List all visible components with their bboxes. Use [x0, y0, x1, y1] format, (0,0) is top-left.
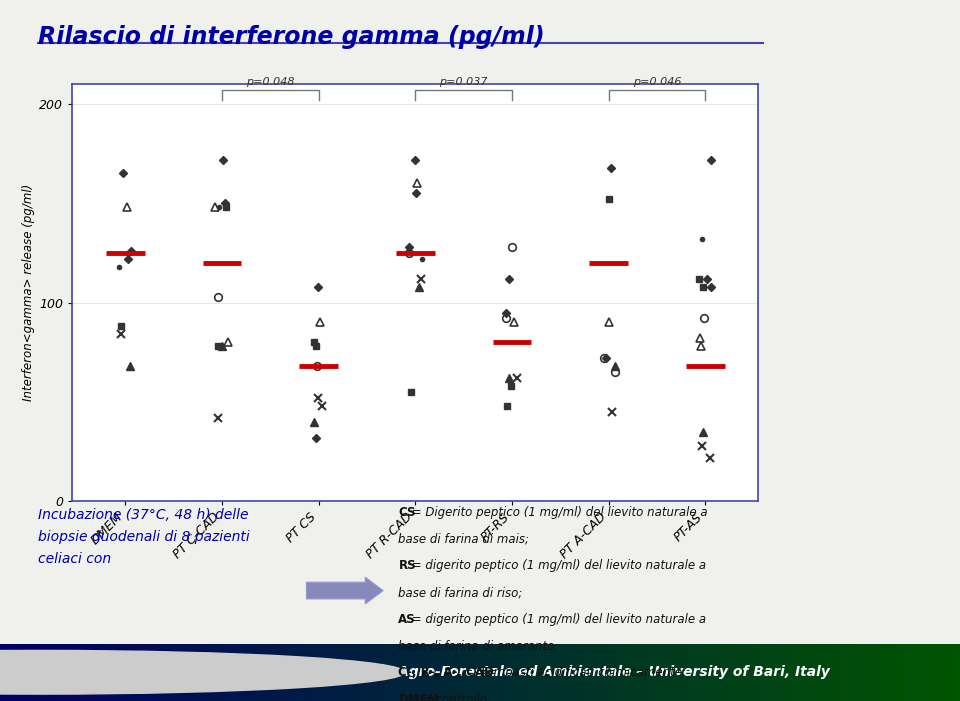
Text: = Digerito peptico (1 mg/ml) del lievito naturale a: = Digerito peptico (1 mg/ml) del lievito…: [408, 506, 708, 519]
Y-axis label: Interferon<gamma> release (pg/ml): Interferon<gamma> release (pg/ml): [22, 184, 35, 401]
Text: p=0.037: p=0.037: [440, 77, 488, 87]
Text: base di farina di amaranto;: base di farina di amaranto;: [398, 639, 559, 653]
Text: AS: AS: [398, 613, 416, 626]
Text: = digerito peptico (1 mg/ml) del lievito naturale a: = digerito peptico (1 mg/ml) del lievito…: [408, 559, 707, 573]
Text: p=0.048: p=0.048: [246, 77, 295, 87]
Text: DMEM: DMEM: [398, 693, 440, 701]
Text: p=0.046: p=0.046: [633, 77, 682, 87]
Text: base di farina di riso;: base di farina di riso;: [398, 586, 523, 599]
Text: base di farina di mais;: base di farina di mais;: [398, 533, 529, 546]
Text: C-, R-, A-, CAD: C-, R-, A-, CAD: [398, 666, 494, 679]
Circle shape: [0, 651, 405, 694]
Text: = digerito peptico (1 mg/ml) del lievito naturale a: = digerito peptico (1 mg/ml) del lievito…: [408, 613, 707, 626]
Text: Rilascio di interferone gamma (pg/ml): Rilascio di interferone gamma (pg/ml): [38, 25, 545, 49]
FancyArrow shape: [306, 577, 383, 604]
Text: Department of Biologia e Chimica Agro-Forestale ed Ambientale – University of Ba: Department of Biologia e Chimica Agro-Fo…: [130, 665, 830, 679]
Text: = controllo.: = controllo.: [419, 693, 492, 701]
Text: RS: RS: [398, 559, 416, 573]
Text: CS: CS: [398, 506, 416, 519]
Text: Incubazione (37°C, 48 h) delle
biopsie duodenali di 8 pazienti
celiaci con: Incubazione (37°C, 48 h) delle biopsie d…: [38, 508, 251, 566]
Text: = impasti acidificati chimicamente;: = impasti acidificati chimicamente;: [473, 666, 686, 679]
